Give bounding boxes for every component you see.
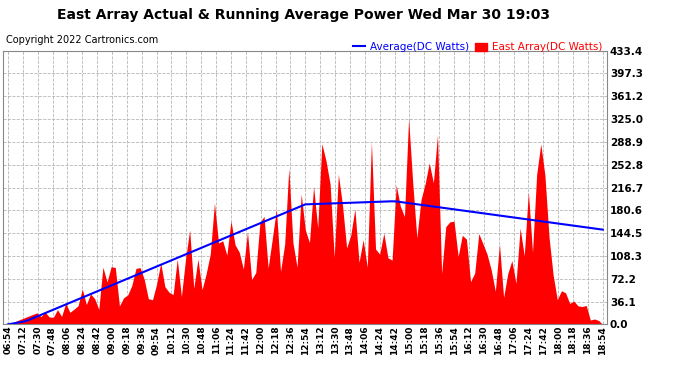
Legend: Average(DC Watts), East Array(DC Watts): Average(DC Watts), East Array(DC Watts)	[353, 42, 602, 52]
Text: Copyright 2022 Cartronics.com: Copyright 2022 Cartronics.com	[6, 35, 158, 45]
Text: East Array Actual & Running Average Power Wed Mar 30 19:03: East Array Actual & Running Average Powe…	[57, 8, 550, 22]
